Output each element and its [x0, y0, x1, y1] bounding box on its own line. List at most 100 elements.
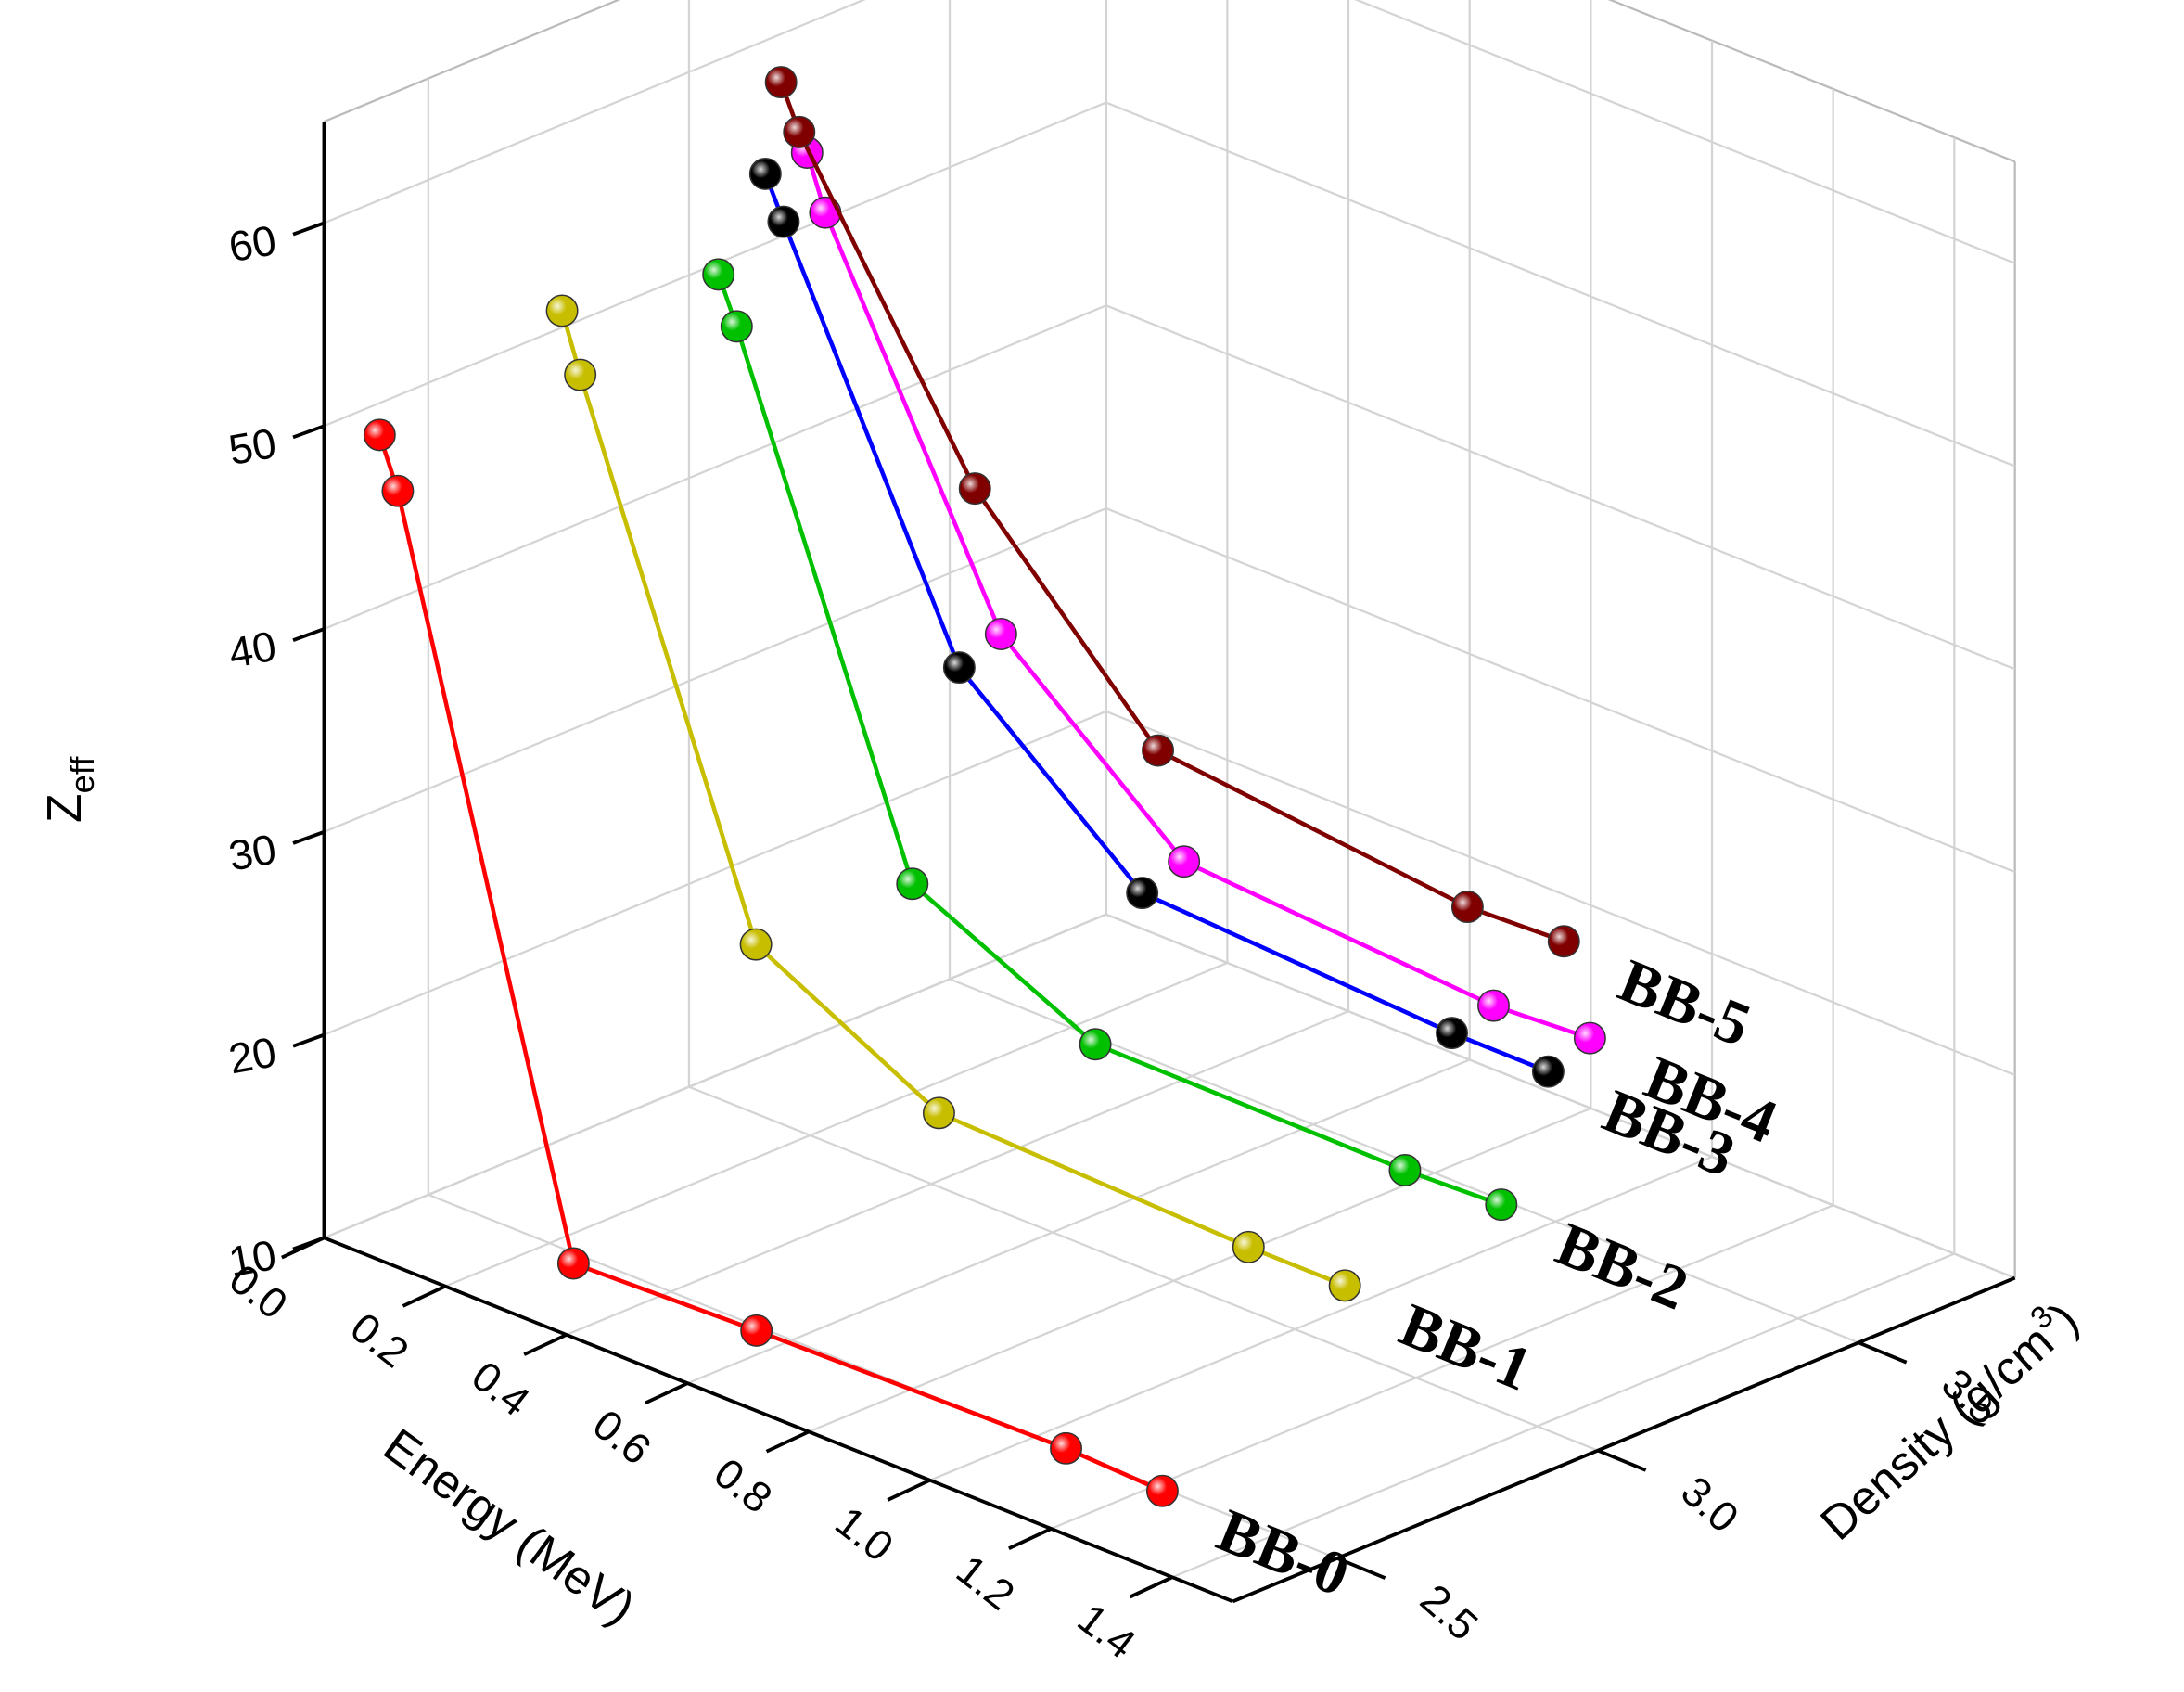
grid-line	[1105, 507, 2016, 874]
grid-line	[566, 1010, 1349, 1336]
y-axis	[1232, 1275, 2016, 1604]
x-tick	[645, 1381, 689, 1405]
x-tick	[1129, 1575, 1173, 1599]
data-point	[984, 618, 1017, 650]
data-point	[1328, 1269, 1361, 1302]
data-point	[740, 1314, 773, 1347]
z-axis-label: Zeff	[37, 756, 101, 823]
data-point	[958, 472, 991, 506]
data-point	[545, 294, 579, 327]
data-point	[1436, 1017, 1469, 1050]
data-point	[783, 115, 816, 148]
x-tick-label: 1.4	[1069, 1595, 1144, 1668]
series-label: BB-0	[1208, 1495, 1359, 1609]
data-point	[1079, 1028, 1112, 1061]
data-point	[809, 196, 842, 229]
data-point	[1531, 1055, 1565, 1088]
wall-edge	[324, 0, 621, 123]
data-point	[748, 157, 782, 190]
z-tick-label: 60	[225, 216, 280, 271]
z-tick	[292, 1032, 326, 1048]
z-tick	[292, 424, 326, 440]
grid-line	[324, 710, 1107, 1036]
series-line	[716, 274, 1502, 1207]
grid-line	[1051, 1204, 1834, 1531]
data-point	[1485, 1188, 1518, 1222]
data-point	[720, 310, 753, 343]
y-tick	[1336, 1557, 1386, 1580]
grid-line	[1105, 710, 2016, 1076]
data-point	[1126, 877, 1159, 910]
data-point	[1145, 1474, 1179, 1507]
data-point	[1388, 1153, 1422, 1186]
data-point	[1477, 989, 1510, 1022]
x-tick-label: 1.0	[826, 1497, 901, 1570]
data-point	[767, 205, 800, 238]
x-tick	[523, 1333, 568, 1356]
series-line	[763, 173, 1550, 1074]
x-tick-label: 0.4	[463, 1352, 538, 1425]
grid-line	[687, 1058, 1471, 1385]
x-tick-label: 0.8	[706, 1449, 781, 1522]
y-axis-label-main: Density (g/cm	[1809, 1314, 2063, 1550]
z-tick-label: 40	[225, 622, 280, 677]
grid-line	[1105, 913, 2016, 1279]
data-point	[1050, 1431, 1083, 1465]
data-point	[1142, 734, 1175, 767]
data-point	[363, 418, 396, 452]
grid-line	[324, 507, 1107, 833]
grid-line	[444, 961, 1228, 1288]
grid-line	[324, 913, 1107, 1239]
series-label: BB-1	[1391, 1290, 1541, 1404]
grid-line	[929, 1155, 1713, 1481]
x-tick-label: 1.2	[948, 1545, 1023, 1619]
data-point	[564, 358, 597, 391]
data-point	[1450, 891, 1484, 924]
x-tick	[402, 1284, 446, 1308]
z-tick-label: 20	[225, 1028, 280, 1083]
x-tick	[1008, 1527, 1053, 1550]
data-point	[764, 66, 798, 99]
x-tick	[765, 1429, 810, 1454]
x-axis	[323, 1236, 1234, 1604]
z-axis-label-sub: eff	[63, 756, 101, 794]
z-tick	[292, 627, 326, 642]
z-tick	[292, 830, 326, 845]
y-tick-label: 3.0	[1672, 1468, 1747, 1542]
z-axis-label-main: Z	[37, 793, 91, 823]
data-point	[1547, 925, 1580, 958]
data-point	[1168, 845, 1201, 878]
x-tick-label: 0.6	[584, 1401, 659, 1474]
grid-line	[1171, 1252, 1955, 1579]
y-tick-label: 2.5	[1411, 1575, 1487, 1649]
z-tick-label: 30	[225, 826, 280, 880]
grid-line	[324, 304, 1107, 631]
z-tick-label: 10	[225, 1231, 280, 1286]
data-point	[702, 258, 735, 291]
data-point	[739, 928, 773, 961]
series-label: BB-2	[1547, 1210, 1697, 1324]
y-axis-label: Density (g/cm3)	[1807, 1288, 2088, 1550]
grid-line	[808, 1107, 1591, 1433]
data-point	[896, 867, 929, 901]
x-tick-label: 0.2	[342, 1303, 417, 1377]
z-tick	[292, 221, 326, 237]
x-tick	[887, 1478, 931, 1502]
data-point	[556, 1247, 590, 1280]
data-point	[922, 1096, 955, 1130]
data-point	[942, 651, 976, 685]
grid-line	[324, 0, 866, 224]
x-tick	[281, 1236, 326, 1260]
grid-line	[688, 1085, 1599, 1452]
grid-line	[1105, 304, 2016, 671]
grid-line	[1105, 101, 2016, 468]
y-tick	[1597, 1448, 1647, 1472]
data-point	[1232, 1230, 1265, 1263]
y-tick	[1858, 1340, 1908, 1365]
data-point	[1573, 1021, 1606, 1055]
wall-edge	[1607, 0, 2016, 163]
z-tick-label: 50	[225, 419, 280, 474]
grid-line	[1354, 0, 2016, 264]
data-point	[381, 474, 415, 507]
